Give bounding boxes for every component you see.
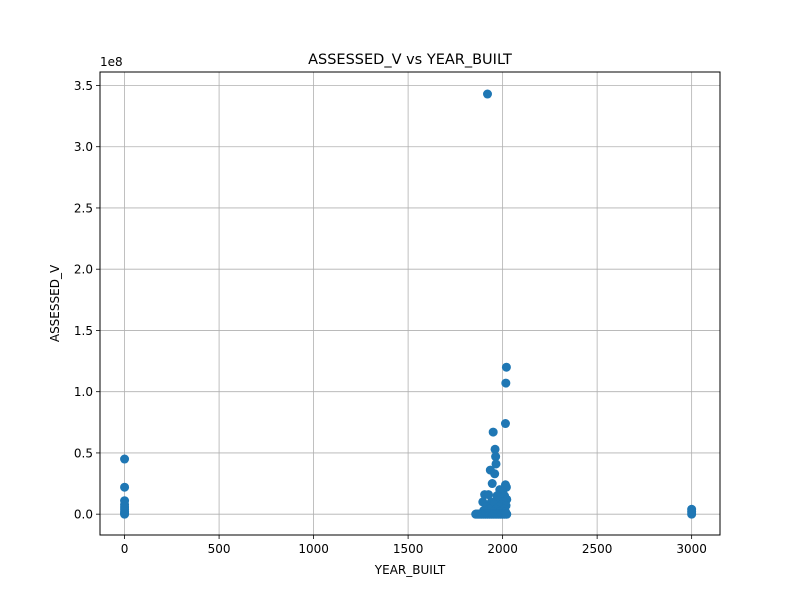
x-tick-label: 1500 bbox=[393, 542, 424, 556]
y-tick-label: 3.0 bbox=[74, 140, 93, 154]
data-point bbox=[687, 510, 696, 519]
x-tick-label: 1000 bbox=[298, 542, 329, 556]
x-tick-label: 500 bbox=[208, 542, 231, 556]
data-point bbox=[501, 419, 510, 428]
data-point bbox=[502, 363, 511, 372]
x-axis-label: YEAR_BUILT bbox=[374, 563, 446, 577]
data-point bbox=[483, 90, 492, 99]
x-tick-label: 3000 bbox=[676, 542, 707, 556]
y-tick-label: 2.5 bbox=[74, 201, 93, 215]
y-axis-label: ASSESSED_V bbox=[48, 264, 62, 342]
y-tick-label: 1.5 bbox=[74, 324, 93, 338]
y-tick-label: 2.0 bbox=[74, 263, 93, 277]
chart-title: ASSESSED_V vs YEAR_BUILT bbox=[308, 52, 512, 68]
x-tick-label: 0 bbox=[121, 542, 129, 556]
plot-frame bbox=[100, 72, 720, 535]
data-point bbox=[489, 428, 498, 437]
data-point bbox=[120, 483, 129, 492]
data-point bbox=[501, 379, 510, 388]
x-axis-ticks: 0 500 1000 1500 2000 2500 3000 bbox=[121, 535, 707, 556]
data-point bbox=[120, 510, 129, 519]
y-tick-label: 1.0 bbox=[74, 385, 93, 399]
y-axis-offset-label: 1e8 bbox=[100, 55, 123, 69]
y-tick-label: 3.5 bbox=[74, 79, 93, 93]
data-point bbox=[120, 455, 129, 464]
y-tick-label: 0.5 bbox=[74, 446, 93, 460]
grid-lines bbox=[100, 72, 720, 535]
y-tick-label: 0.0 bbox=[74, 508, 93, 522]
y-axis-ticks: 0.0 0.5 1.0 1.5 2.0 2.5 3.0 3.5 bbox=[74, 79, 100, 522]
data-point bbox=[490, 469, 499, 478]
x-tick-label: 2500 bbox=[582, 542, 613, 556]
data-point bbox=[502, 510, 511, 519]
data-point bbox=[488, 479, 497, 488]
x-tick-label: 2000 bbox=[487, 542, 518, 556]
